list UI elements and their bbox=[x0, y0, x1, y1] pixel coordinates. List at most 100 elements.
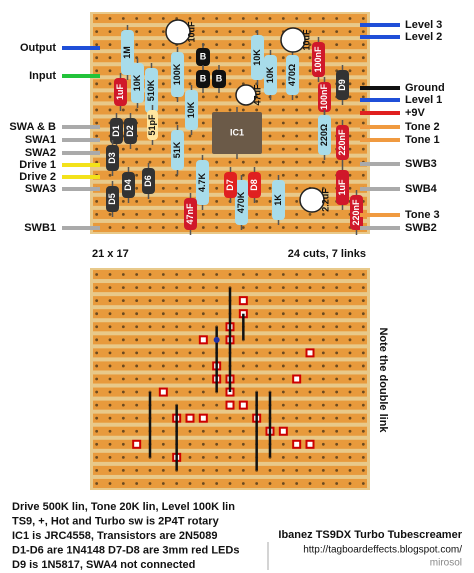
hole bbox=[95, 199, 99, 203]
hole bbox=[281, 403, 285, 407]
component-body bbox=[264, 55, 277, 95]
component-label: IC1 bbox=[230, 127, 244, 137]
hole bbox=[281, 17, 285, 20]
hole bbox=[308, 325, 312, 329]
hole bbox=[308, 43, 312, 47]
hole bbox=[281, 351, 285, 355]
hole bbox=[321, 213, 325, 216]
hole bbox=[255, 160, 259, 164]
cut bbox=[185, 413, 195, 423]
hole bbox=[108, 325, 112, 329]
hole bbox=[135, 338, 139, 342]
hole bbox=[108, 69, 112, 73]
hole bbox=[281, 312, 285, 316]
hole bbox=[308, 30, 312, 33]
hole bbox=[148, 312, 152, 316]
hole bbox=[335, 403, 339, 407]
hole bbox=[135, 226, 139, 229]
hole bbox=[188, 312, 192, 316]
hole bbox=[121, 442, 125, 446]
wire-label: SWA2 bbox=[25, 147, 56, 159]
hole bbox=[148, 273, 152, 276]
component-body bbox=[312, 42, 325, 77]
hole bbox=[281, 69, 285, 73]
hole bbox=[241, 390, 245, 394]
hole bbox=[215, 482, 219, 485]
hole bbox=[255, 213, 259, 216]
hole bbox=[188, 429, 192, 433]
hole bbox=[321, 286, 325, 289]
hole bbox=[308, 403, 312, 407]
hole bbox=[161, 43, 165, 47]
hole bbox=[188, 325, 192, 329]
hole bbox=[255, 325, 259, 329]
hole bbox=[108, 351, 112, 355]
hole bbox=[228, 69, 232, 73]
hole bbox=[121, 325, 125, 329]
hole bbox=[188, 351, 192, 355]
hole bbox=[335, 312, 339, 316]
hole bbox=[308, 160, 312, 164]
hole bbox=[201, 469, 205, 472]
hole bbox=[135, 364, 139, 368]
wire-label: Drive 2 bbox=[19, 171, 56, 183]
hole bbox=[335, 30, 339, 33]
hole bbox=[228, 43, 232, 47]
hole bbox=[348, 482, 352, 485]
note-line: IC1 is JRC4558, Transistors are 2N5089 bbox=[12, 530, 217, 542]
hole bbox=[281, 108, 285, 112]
hole bbox=[188, 69, 192, 73]
hole bbox=[95, 455, 99, 459]
hole bbox=[228, 17, 232, 20]
hole bbox=[335, 325, 339, 329]
component-label: 220nF bbox=[351, 199, 361, 226]
hole bbox=[348, 56, 352, 60]
hole bbox=[321, 377, 325, 381]
hole bbox=[348, 455, 352, 459]
hole bbox=[361, 82, 365, 86]
component-label: 1M bbox=[122, 46, 132, 59]
hole bbox=[268, 226, 272, 229]
hole bbox=[308, 455, 312, 459]
component-body bbox=[131, 63, 144, 103]
cut bbox=[305, 348, 315, 358]
hole bbox=[255, 377, 259, 381]
hole bbox=[161, 147, 165, 151]
hole bbox=[95, 56, 99, 60]
hole bbox=[135, 469, 139, 472]
component-body bbox=[185, 90, 198, 130]
hole bbox=[348, 325, 352, 329]
hole bbox=[135, 325, 139, 329]
hole bbox=[295, 147, 299, 151]
hole bbox=[241, 30, 245, 33]
hole bbox=[135, 377, 139, 381]
component-label: D9 bbox=[337, 79, 347, 91]
hole bbox=[175, 390, 179, 394]
hole bbox=[108, 273, 112, 276]
hole bbox=[161, 199, 165, 203]
hole bbox=[188, 17, 192, 20]
component-body bbox=[286, 55, 299, 95]
hole bbox=[148, 213, 152, 216]
hole bbox=[108, 299, 112, 303]
hole bbox=[95, 351, 99, 355]
hole bbox=[121, 416, 125, 420]
component-body bbox=[145, 68, 158, 113]
hole bbox=[361, 325, 365, 329]
component-body bbox=[248, 172, 261, 198]
hole bbox=[321, 299, 325, 303]
wire-label: SWB1 bbox=[24, 222, 56, 234]
hole bbox=[135, 390, 139, 394]
hole bbox=[361, 416, 365, 420]
wire-label: Drive 1 bbox=[19, 159, 56, 171]
hole bbox=[188, 377, 192, 381]
hole bbox=[361, 121, 365, 125]
hole bbox=[215, 416, 219, 420]
hole bbox=[361, 69, 365, 73]
hole bbox=[95, 442, 99, 446]
component-label: 10K bbox=[265, 66, 275, 83]
url: http://tagboardeffects.blogspot.com/ bbox=[303, 545, 462, 556]
hole bbox=[175, 17, 179, 20]
wire-label: Tone 3 bbox=[405, 209, 440, 221]
